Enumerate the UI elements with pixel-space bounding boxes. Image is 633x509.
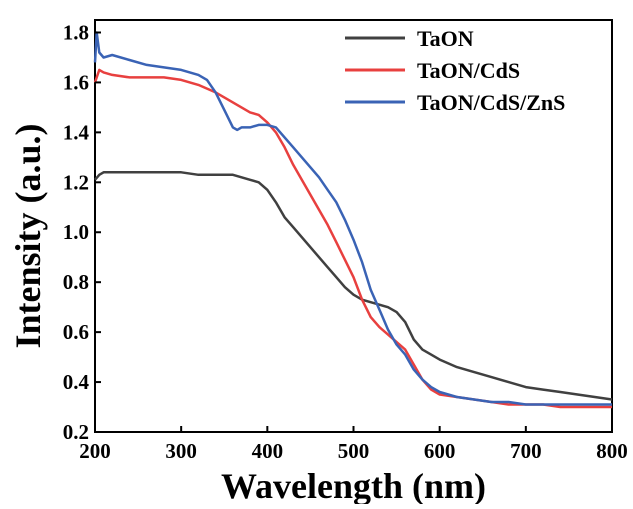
x-tick-label: 500: [338, 439, 370, 463]
x-axis-title: Wavelength (nm): [221, 466, 486, 504]
plot-frame-group: [94, 19, 613, 433]
series-group: [93, 31, 613, 409]
legend-label: TaON/CdS/ZnS: [417, 90, 565, 115]
x-tick-label: 600: [424, 439, 456, 463]
tick-group: 200 300 400 500 600 700 800 0.2 0.4 0.6 0.8 1.0 1.2 1…: [63, 20, 628, 463]
y-tick-label: 0.8: [63, 270, 89, 294]
y-tick-label: 0.2: [63, 420, 89, 444]
y-tick-label: 1.8: [63, 20, 89, 44]
series-line-3: [93, 31, 612, 406]
y-tick-label: 1.6: [63, 70, 89, 94]
y-tick-label: 1.4: [63, 120, 90, 144]
legend-item-1: TaON: [345, 26, 474, 51]
plot-frame: [94, 19, 613, 433]
legend-label: TaON: [417, 26, 474, 51]
y-tick-label: 0.6: [63, 320, 89, 344]
y-tick-label: 1.0: [63, 220, 89, 244]
x-tick-label: 200: [79, 439, 111, 463]
series-line-1: [94, 171, 613, 401]
legend: TaON TaON/CdS TaON/CdS/ZnS: [345, 26, 565, 115]
x-tick-label: 700: [510, 439, 542, 463]
legend-label: TaON/CdS: [417, 58, 520, 83]
y-axis-title: Intensity (a.u.): [8, 123, 48, 348]
legend-item-2: TaON/CdS: [345, 58, 520, 83]
legend-item-3: TaON/CdS/ZnS: [345, 90, 565, 115]
x-tick-label: 400: [252, 439, 284, 463]
x-tick-label: 300: [165, 439, 197, 463]
x-tick-label: 800: [596, 439, 628, 463]
y-tick-label: 1.2: [63, 170, 89, 194]
y-tick-label: 0.4: [63, 370, 90, 394]
